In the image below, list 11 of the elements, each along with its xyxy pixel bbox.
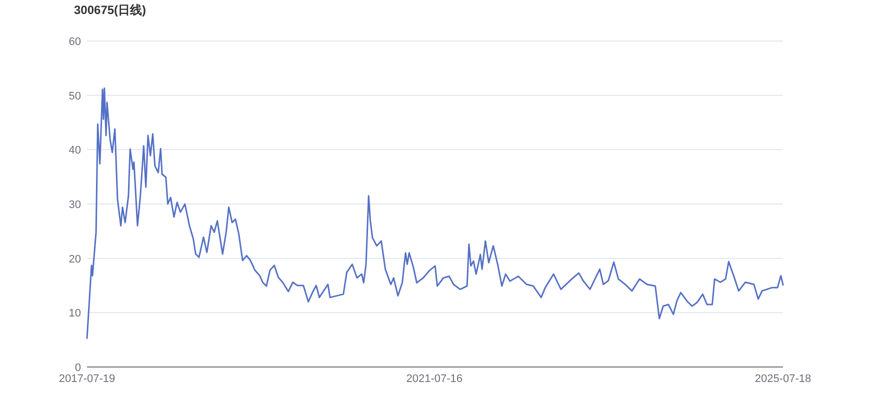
y-tick-label: 0 (74, 362, 81, 374)
y-tick-label: 20 (68, 253, 81, 266)
y-tick-label: 30 (68, 199, 81, 211)
x-tick-label: 2021-07-16 (406, 373, 463, 385)
x-tick-label: 2017-07-19 (58, 373, 116, 385)
y-tick-label: 10 (68, 308, 81, 320)
title: 300675(日线) (74, 3, 146, 17)
y-tick-label: 40 (68, 144, 81, 157)
y-tick-label: 50 (68, 90, 81, 102)
y-tick-label: 60 (68, 36, 81, 48)
x-tick-label: 2025-07-18 (754, 373, 812, 385)
